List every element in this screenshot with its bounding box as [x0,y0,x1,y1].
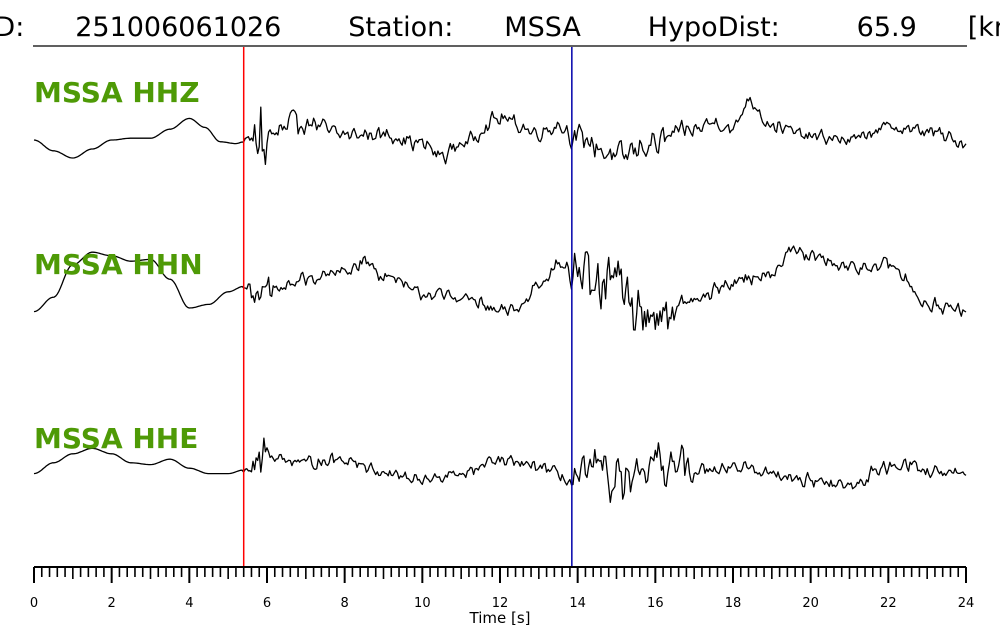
tick-label: 2 [108,596,116,611]
trace-line-mssa-hhn [33,245,967,331]
title-hypodist-label: HypoDist: [648,12,780,43]
phase-markers-group [242,47,573,567]
tick-label: 12 [492,596,509,611]
time-axis-ticks: 0 2 4 6 8 10 12 14 16 18 20 22 24 [30,567,974,611]
time-axis-title: Time [s] [469,609,531,627]
tick-label: 20 [802,596,819,611]
tick-label: 22 [880,596,897,611]
tick-label: 4 [185,596,193,611]
title-id-value: 251006061026 [75,12,281,43]
trace-line-mssa-hhe [33,437,967,503]
tick-label: 8 [341,596,349,611]
figure-title: ID: 251006061026 Station: MSSA HypoDist:… [0,12,1000,43]
title-id-label: ID: [0,12,24,43]
trace-label-mssa-hhz: MSSA HHZ [34,76,200,109]
trace-labels-group: MSSA HHZ MSSA HHN MSSA HHE [34,76,203,455]
trace-label-mssa-hhe: MSSA HHE [34,422,198,455]
tick-label: 16 [647,596,664,611]
trace-label-mssa-hhn: MSSA HHN [34,248,203,281]
title-hypodist-unit: [km] [968,12,1000,43]
tick-label: 14 [569,596,586,611]
tick-label: 24 [958,596,975,611]
trace-line-mssa-hhz [33,96,967,166]
title-hypodist-value: 65.9 [857,12,917,43]
title-station-label: Station: [348,12,453,43]
tick-label: 6 [263,596,271,611]
tick-label: 0 [30,596,38,611]
title-station-value: MSSA [504,12,581,43]
time-axis: 0 2 4 6 8 10 12 14 16 18 20 22 24 Time [s] [30,566,974,627]
tick-label: 18 [725,596,742,611]
tick-label: 10 [414,596,431,611]
traces-group [33,96,967,503]
